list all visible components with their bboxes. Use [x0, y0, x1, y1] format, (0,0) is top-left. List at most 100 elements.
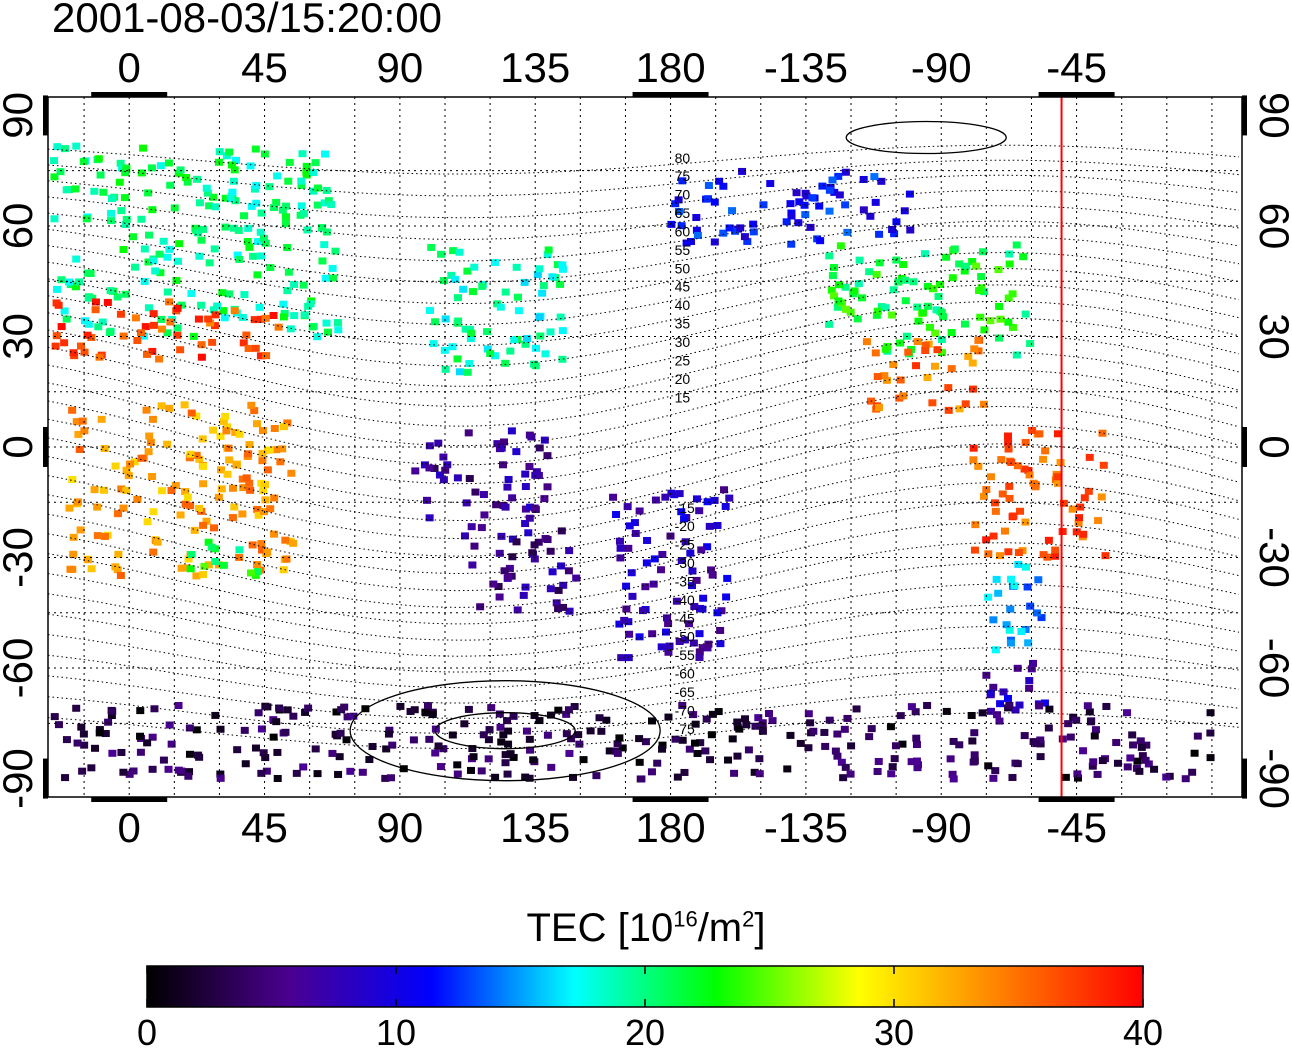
tec-cell	[699, 594, 708, 602]
tec-cell	[553, 261, 562, 269]
tec-cell	[200, 562, 209, 570]
tec-cell	[850, 287, 859, 295]
tec-cell	[50, 173, 59, 181]
tec-cell	[147, 164, 156, 172]
tec-cell	[197, 353, 206, 361]
tec-cell	[221, 412, 230, 420]
tec-cell	[509, 753, 518, 761]
tec-cell	[1045, 705, 1054, 713]
tec-cell	[53, 285, 62, 293]
tec-cell	[526, 503, 535, 511]
tec-cell	[1021, 518, 1030, 526]
tec-cell	[540, 436, 549, 444]
tec-cell	[873, 767, 882, 775]
tec-cell	[521, 340, 530, 348]
tec-cell	[107, 712, 116, 720]
tec-cell	[986, 473, 995, 481]
tec-cell	[830, 292, 839, 300]
tec-cell	[630, 519, 639, 527]
tec-cell	[276, 458, 285, 466]
tec-cell	[259, 234, 268, 242]
tec-cell	[1004, 439, 1013, 447]
tec-cell	[974, 336, 983, 344]
tec-cell	[121, 221, 130, 229]
tec-cell	[187, 409, 196, 417]
tec-cell	[556, 313, 565, 321]
tec-cell	[298, 150, 307, 158]
tec-cell	[556, 280, 565, 288]
tec-cell	[535, 265, 544, 273]
tec-cell	[913, 764, 922, 772]
tec-cell	[548, 273, 557, 281]
tec-cell	[311, 159, 320, 167]
tec-cell	[530, 541, 539, 549]
lon-tick-label-bottom: 135	[500, 804, 570, 851]
tec-cell	[1093, 770, 1102, 778]
tec-cell	[454, 317, 463, 325]
tec-cell	[678, 177, 687, 185]
tec-cell	[119, 246, 128, 254]
tec-cell	[213, 302, 222, 310]
tec-cell	[199, 571, 208, 579]
tec-cell	[1101, 552, 1110, 560]
tec-cell	[764, 710, 773, 718]
tec-cell	[108, 749, 117, 757]
tec-cell	[111, 462, 120, 470]
tec-cell	[809, 727, 818, 735]
tec-cell	[1020, 465, 1029, 473]
contour-label: -20	[675, 518, 695, 534]
tec-cell	[68, 565, 77, 573]
tec-cell	[320, 199, 329, 207]
tec-cell	[1061, 773, 1070, 781]
tec-cell	[833, 752, 842, 760]
tec-cell	[708, 571, 717, 579]
tec-cell	[1000, 527, 1009, 535]
tec-cell	[265, 183, 274, 191]
tec-cell	[133, 495, 142, 503]
tec-cell	[148, 733, 157, 741]
tec-cell	[83, 269, 92, 277]
tec-cell	[1036, 736, 1045, 744]
tec-cell	[1102, 702, 1111, 710]
tec-cell	[991, 767, 1000, 775]
tec-cell	[1058, 735, 1067, 743]
tec-cell	[1017, 628, 1026, 636]
tec-cell	[255, 303, 264, 311]
tec-cell	[506, 347, 515, 355]
tec-cell	[260, 480, 269, 488]
tec-cell	[228, 514, 237, 522]
tec-cell	[682, 239, 691, 247]
tec-cell	[914, 317, 923, 325]
tec-cell	[1007, 639, 1016, 647]
tec-cell	[674, 196, 683, 204]
tec-cell	[503, 770, 512, 778]
tec-cell	[889, 361, 898, 369]
tec-cell	[328, 264, 337, 272]
contour-label: 65	[675, 205, 691, 221]
tec-cell	[787, 240, 796, 248]
tec-cell	[462, 499, 471, 507]
contour-label: -15	[675, 500, 695, 516]
contour-label: 40	[675, 297, 691, 313]
tec-cell	[159, 756, 168, 764]
tec-cell	[689, 711, 698, 719]
contour-label: -55	[675, 647, 695, 663]
tec-cell	[148, 206, 157, 214]
tec-cell	[513, 606, 522, 614]
tec-cell	[211, 711, 220, 719]
tec-cell	[568, 773, 577, 781]
tec-cell	[485, 726, 494, 734]
tec-cell	[126, 460, 135, 468]
tec-cell	[1051, 546, 1060, 554]
tec-cell	[119, 768, 128, 776]
tec-cell	[270, 530, 279, 538]
tec-cell	[1193, 732, 1202, 740]
tec-cell	[559, 581, 568, 589]
tec-cell	[841, 283, 850, 291]
tec-cell	[218, 289, 227, 297]
tec-cell	[996, 700, 1005, 708]
tec-cell	[1009, 512, 1018, 520]
tec-cell	[1035, 430, 1044, 438]
tec-cell	[1005, 626, 1014, 634]
tec-cell	[741, 715, 750, 723]
